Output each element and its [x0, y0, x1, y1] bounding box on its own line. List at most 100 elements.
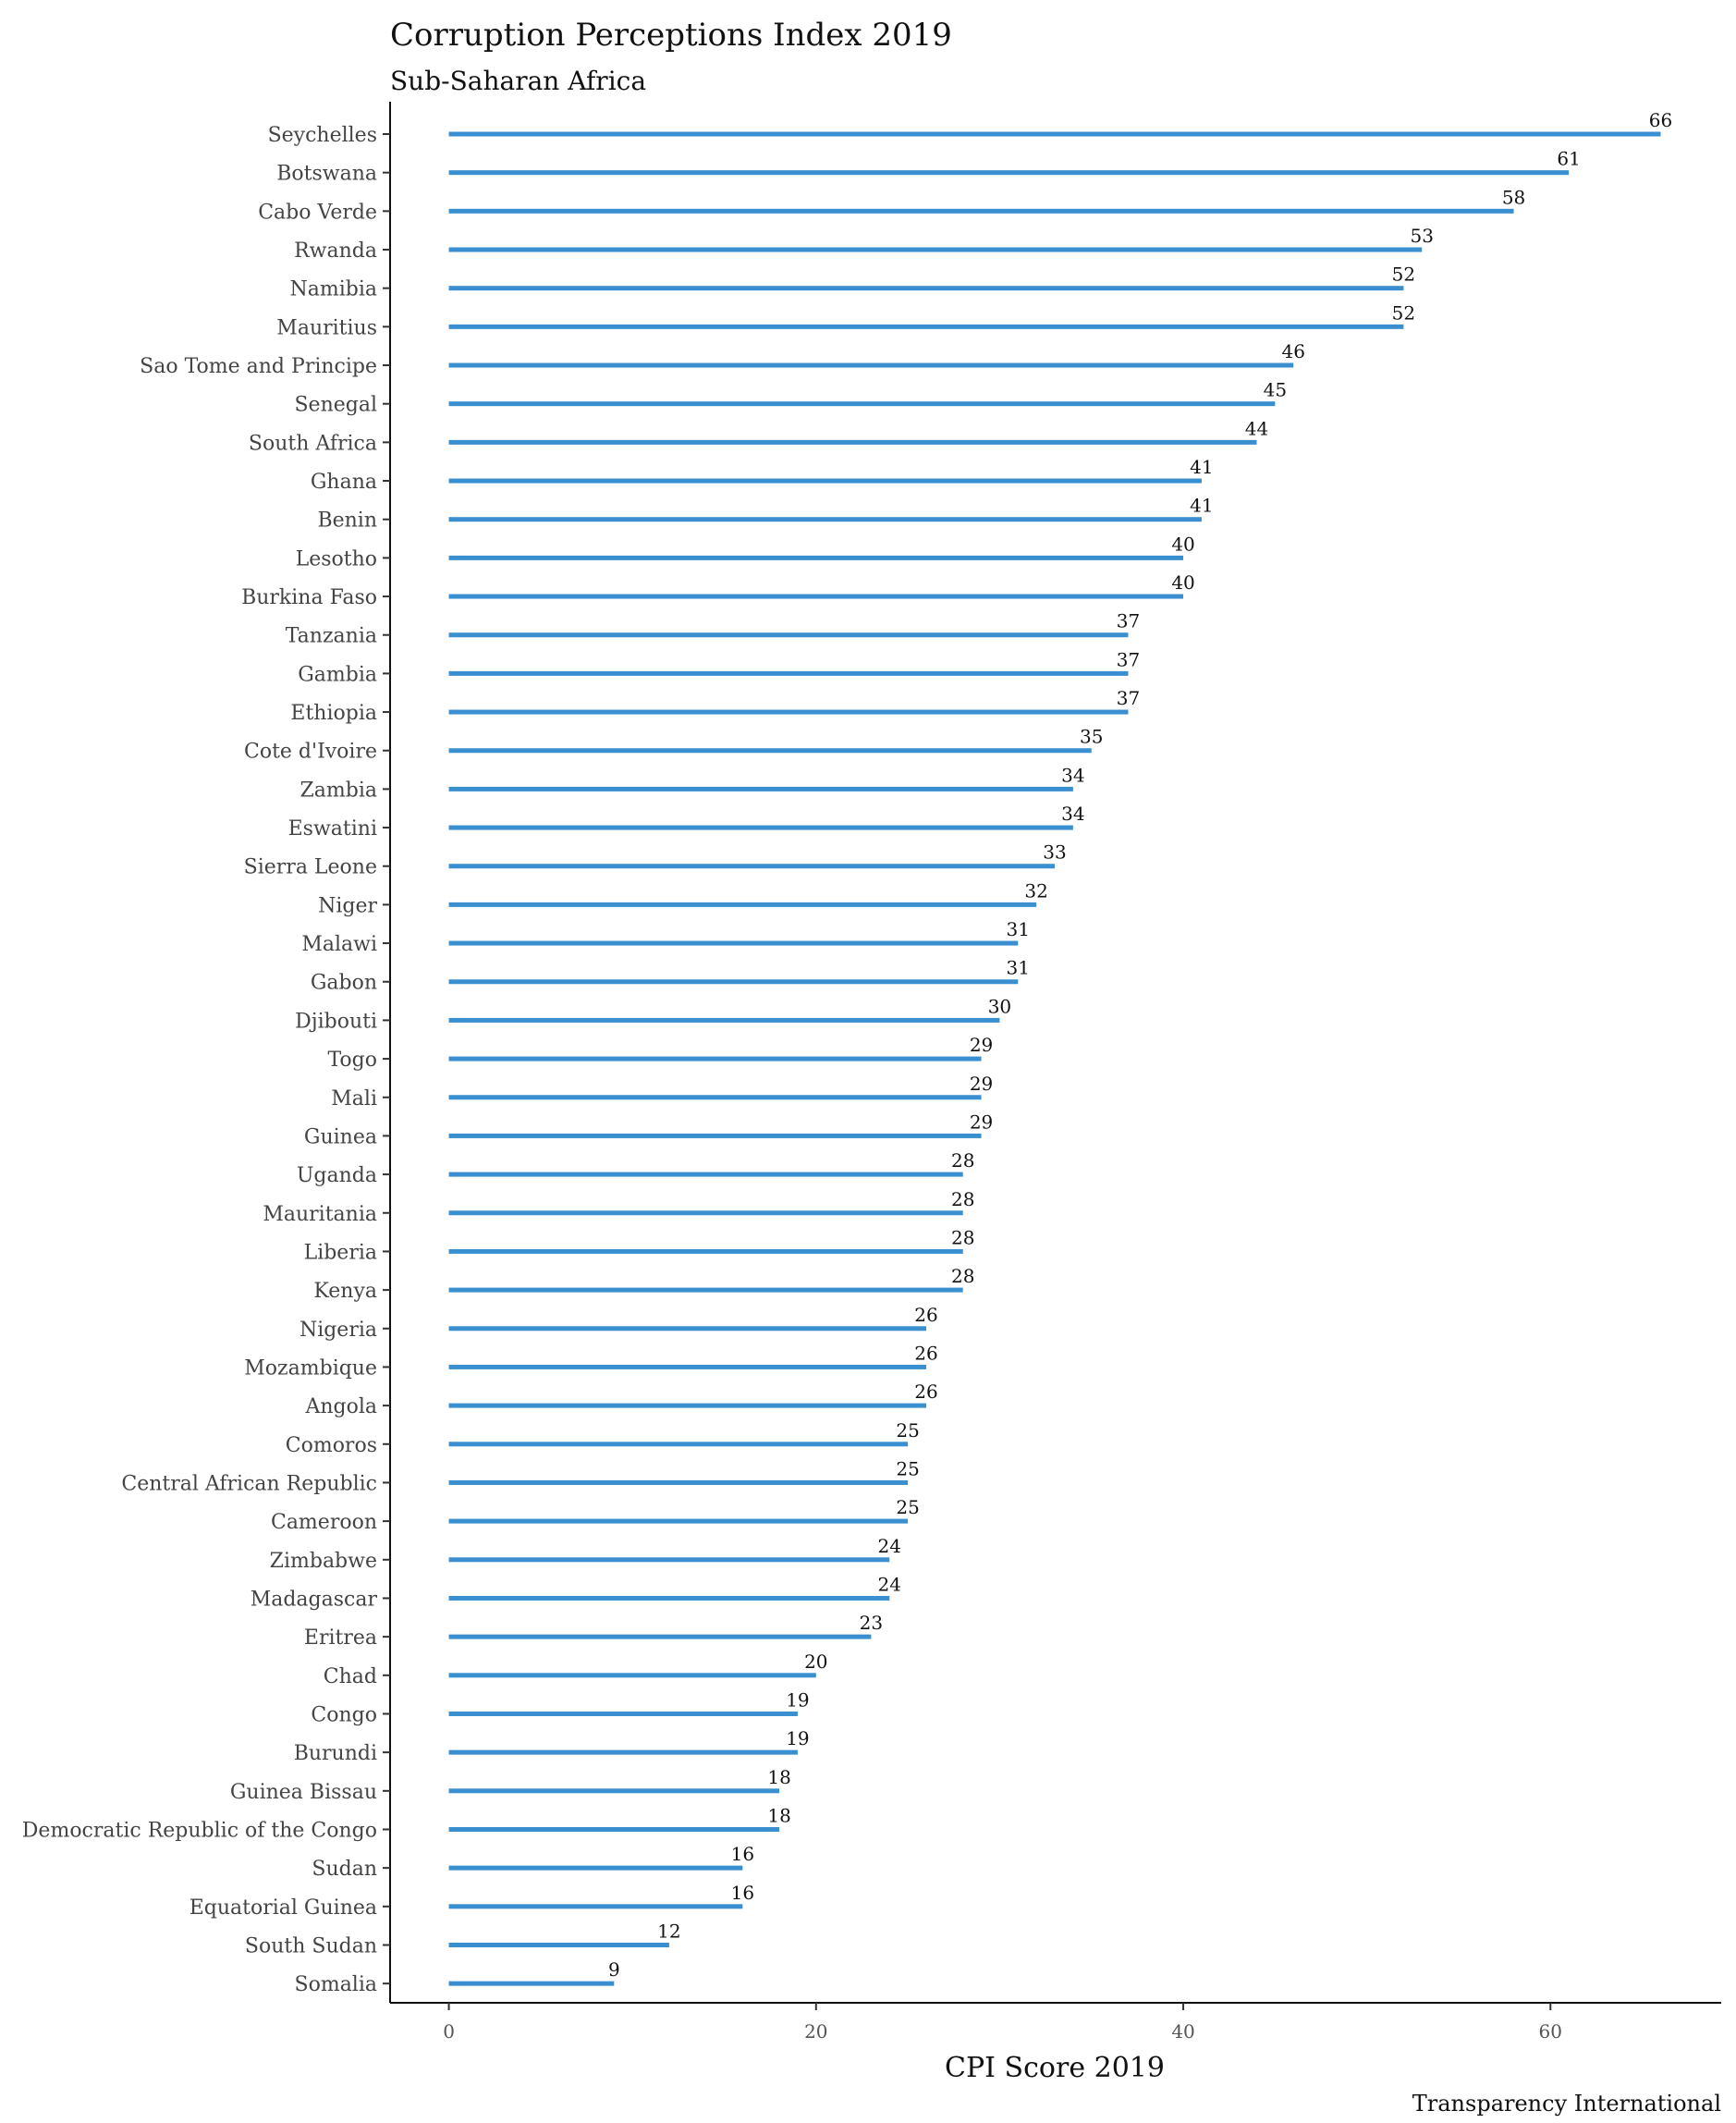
chart-caption: Transparency International: [1412, 2091, 1721, 2117]
bar: [448, 864, 1056, 869]
bar: [448, 208, 1514, 214]
bar: [448, 1557, 890, 1563]
bar: [448, 1788, 780, 1794]
value-label: 28: [951, 1149, 974, 1172]
country-label: Guinea: [304, 1125, 377, 1148]
country-label: Burkina Faso: [241, 586, 377, 609]
country-label: Senegal: [294, 394, 377, 417]
value-label: 34: [1061, 803, 1084, 825]
value-label: 18: [767, 1766, 790, 1788]
value-label: 12: [657, 1920, 680, 1942]
country-label: Nigeria: [300, 1319, 377, 1342]
value-label: 40: [1171, 571, 1194, 594]
country-label: Sudan: [312, 1858, 377, 1881]
bar: [448, 1634, 872, 1639]
bar: [448, 1442, 909, 1447]
x-tick-label: 40: [1171, 2020, 1194, 2043]
value-label: 35: [1080, 726, 1103, 748]
bar: [448, 1711, 798, 1716]
country-label: Equatorial Guinea: [189, 1896, 377, 1920]
value-label: 28: [951, 1188, 974, 1210]
country-label: Guinea Bissau: [230, 1781, 377, 1804]
country-label: Gabon: [311, 972, 377, 995]
bar: [448, 748, 1092, 754]
bar: [448, 979, 1019, 985]
country-label: Lesotho: [296, 547, 377, 571]
value-label: 28: [951, 1265, 974, 1287]
country-label: Seychelles: [268, 124, 377, 147]
bar: [448, 1826, 780, 1832]
bar: [448, 401, 1276, 407]
bar: [448, 362, 1294, 368]
value-label: 19: [786, 1727, 809, 1749]
value-label: 52: [1392, 301, 1415, 324]
value-label: 58: [1502, 186, 1525, 208]
bar: [448, 1865, 743, 1871]
bar: [448, 1749, 798, 1755]
value-label: 23: [860, 1612, 883, 1634]
bar: [448, 1942, 669, 1947]
value-label: 29: [970, 1111, 993, 1133]
bar: [448, 1981, 615, 1986]
country-label: Chad: [324, 1665, 377, 1688]
value-label: 24: [878, 1573, 901, 1595]
bar: [448, 1673, 816, 1678]
x-tick-label: 60: [1539, 2020, 1562, 2043]
country-label: Madagascar: [251, 1588, 378, 1611]
country-label: Eswatini: [288, 817, 377, 841]
bar: [448, 1287, 963, 1293]
country-label: Benin: [317, 509, 377, 533]
bar: [448, 940, 1019, 946]
bar: [448, 825, 1073, 830]
value-label: 52: [1392, 264, 1415, 286]
bar: [448, 1095, 982, 1100]
value-label: 46: [1281, 340, 1304, 362]
country-label: Cabo Verde: [258, 201, 377, 224]
value-label: 16: [731, 1882, 754, 1904]
value-label: 20: [804, 1651, 827, 1673]
value-label: 29: [970, 1034, 993, 1056]
value-label: 25: [896, 1496, 919, 1518]
x-axis-title: CPI Score 2019: [945, 2052, 1165, 2084]
country-label: Democratic Republic of the Congo: [22, 1819, 377, 1842]
bar: [448, 555, 1184, 560]
bar: [448, 670, 1129, 676]
value-label: 30: [988, 995, 1011, 1017]
country-label: Ethiopia: [290, 702, 377, 725]
bar: [448, 1364, 926, 1369]
country-label: Central African Republic: [121, 1472, 377, 1495]
value-label: 24: [878, 1535, 901, 1557]
country-label: Mozambique: [244, 1356, 377, 1380]
country-label: Cameroon: [271, 1511, 377, 1534]
bar: [448, 709, 1129, 715]
country-label: South Africa: [249, 432, 377, 455]
value-label: 18: [767, 1804, 790, 1826]
value-label: 45: [1264, 379, 1287, 401]
category-labels-layer: Seychelles Botswana Cabo Verde Rwanda Namibi…: [22, 124, 378, 1996]
bar: [448, 1056, 982, 1062]
bar: [448, 594, 1184, 599]
value-label: 19: [786, 1688, 809, 1711]
bar: [448, 170, 1570, 176]
country-label: Botswana: [276, 163, 377, 186]
value-label: 66: [1649, 109, 1672, 131]
value-label: 44: [1245, 417, 1268, 439]
country-label: Sierra Leone: [244, 856, 377, 879]
country-label: Mauritius: [276, 316, 377, 339]
country-label: Zambia: [300, 779, 378, 802]
value-label: 26: [914, 1304, 937, 1326]
country-label: Kenya: [313, 1280, 377, 1303]
value-label: 31: [1007, 957, 1030, 979]
bars-layer: [448, 131, 1661, 1986]
value-label: 41: [1190, 456, 1213, 478]
country-label: Congo: [311, 1703, 377, 1726]
value-label: 26: [914, 1342, 937, 1364]
value-label: 9: [608, 1958, 620, 1981]
value-label: 34: [1061, 764, 1084, 786]
value-label: 41: [1190, 495, 1213, 517]
bar: [448, 286, 1404, 291]
value-label: 37: [1117, 610, 1140, 632]
bar: [448, 1172, 963, 1177]
value-label: 33: [1043, 841, 1066, 864]
x-tick-label: 0: [443, 2020, 455, 2043]
